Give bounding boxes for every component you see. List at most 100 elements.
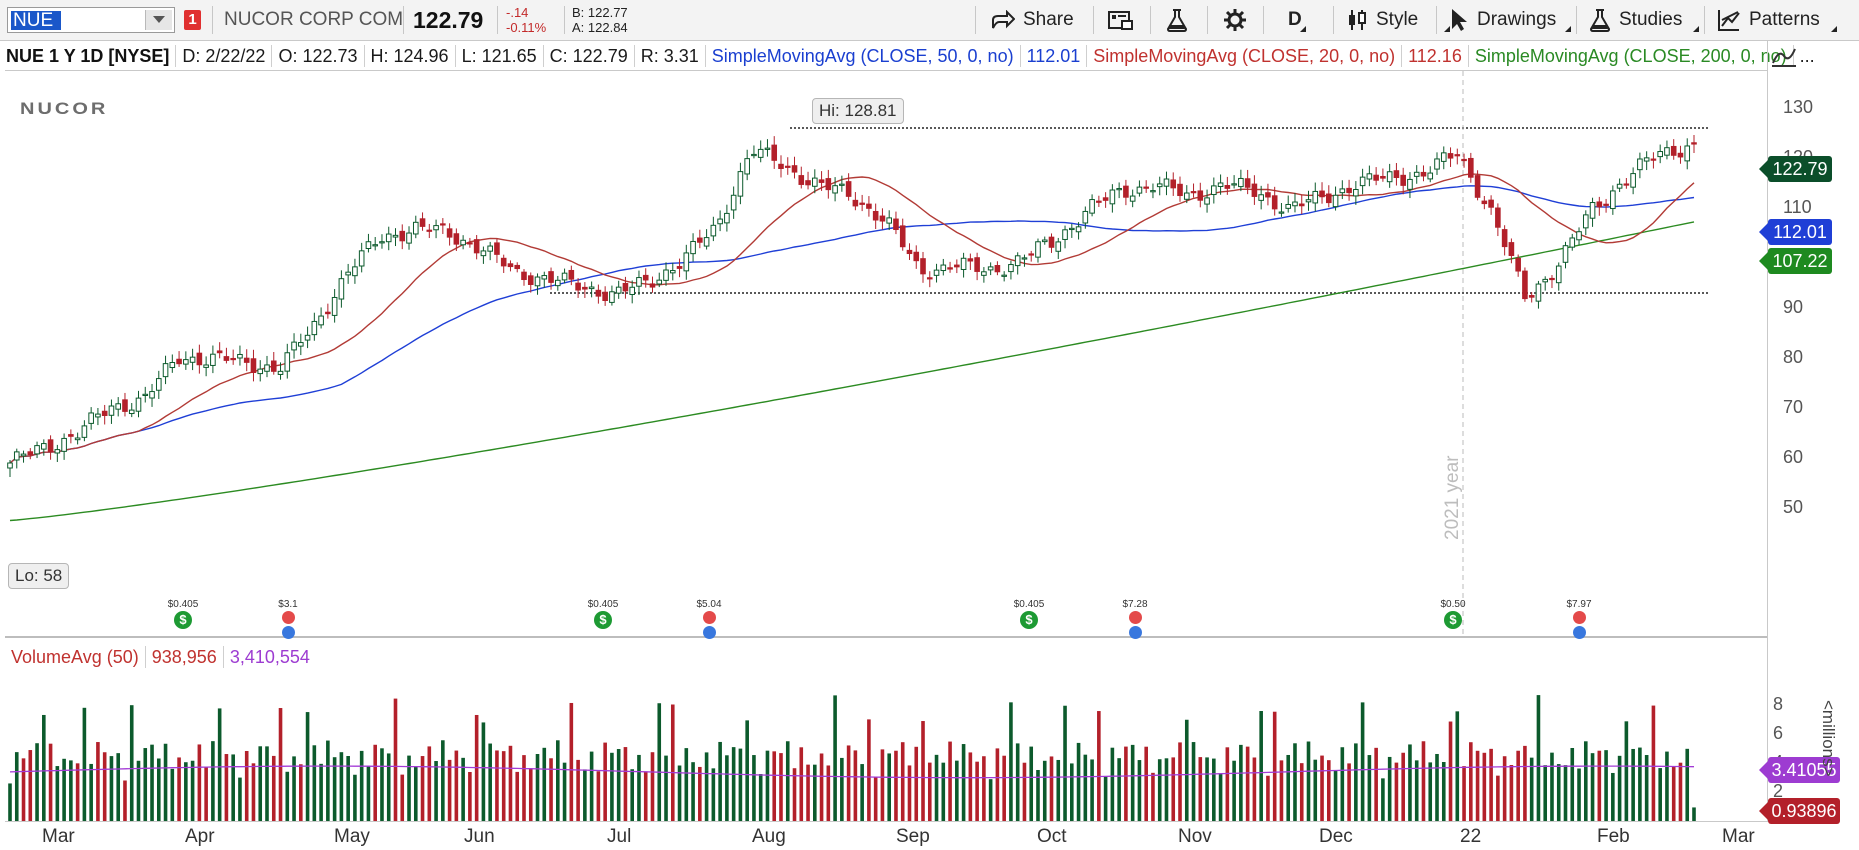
volume-bar [914, 746, 919, 821]
volume-bar [880, 749, 885, 821]
symbol-dropdown-button[interactable] [145, 10, 172, 30]
volume-header: VolumeAvg (50) 938,956 3,410,554 [5, 644, 316, 670]
candle-body [1670, 145, 1677, 156]
volume-bar [867, 719, 871, 821]
settings-button[interactable] [1217, 0, 1253, 40]
price-axis-label: 110 [1783, 197, 1812, 217]
candle-body [1461, 158, 1467, 162]
trade-flexgrid-button[interactable] [1102, 0, 1140, 40]
more-studies-button[interactable]: ... [1799, 45, 1815, 66]
volume-bar [413, 766, 418, 821]
earnings-marker[interactable]: $3.1 [258, 599, 318, 639]
candle-body [1407, 178, 1413, 190]
volume-bar [400, 774, 405, 821]
earnings-marker[interactable]: $7.28 [1105, 599, 1165, 639]
candle-body [1623, 183, 1630, 186]
time-axis-label: May [334, 826, 370, 847]
volume-bar [386, 753, 391, 821]
volume-bar [1083, 754, 1088, 821]
share-icon [992, 10, 1015, 29]
patterns-button[interactable]: Patterns [1711, 0, 1839, 40]
dividend-marker[interactable]: $0.50 $ [1423, 599, 1483, 629]
candle-body [473, 239, 480, 254]
dividend-marker[interactable]: $0.405 $ [999, 599, 1059, 629]
dividend-marker[interactable]: $0.405 $ [573, 599, 633, 629]
symbol-info[interactable]: NUE 1 Y 1D [NYSE] [0, 44, 177, 67]
volume-bar [1069, 763, 1074, 821]
event-amount: $0.405 [587, 599, 619, 610]
price-axis-label: 130 [1783, 97, 1814, 117]
earnings-marker[interactable]: $5.04 [679, 599, 739, 639]
candle-body [1657, 151, 1663, 158]
candle-body [1440, 152, 1447, 162]
volume-bar [1428, 762, 1433, 821]
sma20-study-label[interactable]: SimpleMovingAvg (CLOSE, 20, 0, no) [1087, 44, 1403, 67]
volume-chart[interactable] [0, 671, 1767, 821]
sma50-study-label[interactable]: SimpleMovingAvg (CLOSE, 50, 0, no) [706, 44, 1021, 67]
candle-body [1339, 188, 1346, 194]
candlestick-icon [1349, 10, 1366, 30]
share-button[interactable]: Share [985, 0, 1080, 40]
symbol-selector[interactable]: NUE [7, 7, 175, 33]
sma200-study-label[interactable]: SimpleMovingAvg (CLOSE, 200, 0, no) [1469, 44, 1794, 67]
earnings-icon [281, 611, 295, 639]
candle-body [1610, 190, 1616, 210]
candle-body [981, 271, 987, 276]
volume-bar [589, 751, 594, 821]
high-label: Hi: 128.81 [812, 98, 904, 124]
candle-body [1522, 270, 1528, 300]
drawings-label: Drawings [1477, 9, 1557, 30]
earnings-marker[interactable]: $7.97 [1549, 599, 1609, 639]
candle-body [203, 364, 209, 368]
volume-bar [1617, 755, 1622, 821]
volume-average-line [9, 765, 1695, 779]
candle-body [1183, 192, 1190, 200]
pane-divider[interactable] [5, 636, 1767, 638]
candle-body [1238, 177, 1244, 188]
style-button[interactable]: Style [1340, 0, 1452, 40]
volume-bar [1286, 754, 1291, 821]
flask-button[interactable] [1160, 0, 1194, 40]
volume-bar [1448, 721, 1453, 821]
volume-bar [170, 768, 175, 821]
candle-body [142, 393, 149, 396]
candle-body [399, 230, 406, 242]
volume-bar [1401, 752, 1405, 821]
volume-bar [1029, 746, 1034, 821]
candle-body [311, 320, 318, 336]
volume-bar [528, 768, 533, 821]
symbol-link-badge[interactable]: 1 [184, 10, 201, 30]
volume-value: 938,956 [146, 646, 224, 668]
dividend-marker[interactable]: $0.405 $ [153, 599, 213, 629]
candle-body [1109, 189, 1116, 205]
volume-bar [1482, 752, 1487, 821]
candle-body [1528, 295, 1535, 298]
volume-bar [8, 783, 12, 821]
dividend-icon: $ [174, 611, 192, 629]
sma50-study-value: 112.01 [1021, 44, 1088, 67]
volume-bar [1678, 762, 1683, 821]
price-chart[interactable] [0, 71, 1767, 637]
volume-bar [1056, 759, 1061, 821]
candle-body [818, 179, 825, 183]
drawings-button[interactable]: Drawings [1443, 0, 1573, 40]
candle-body [757, 148, 764, 158]
candle-body [358, 250, 365, 267]
volume-bar [312, 745, 317, 821]
sma200-tag-value: 107.22 [1772, 251, 1828, 271]
candle-body [243, 357, 250, 363]
volume-study-label[interactable]: VolumeAvg (50) [5, 646, 146, 668]
sma200-tag: 107.22 [1759, 248, 1832, 274]
drawing-tool-icon[interactable] [1770, 45, 1798, 69]
candle-body [1562, 245, 1569, 263]
candle-body [1143, 186, 1149, 189]
volume-bar [366, 765, 371, 821]
candle-body [1129, 195, 1136, 202]
studies-button[interactable]: Studies [1583, 0, 1701, 40]
symbol-input[interactable]: NUE [13, 10, 54, 31]
aggregation-button[interactable]: D [1282, 0, 1308, 40]
chevron-down-icon [153, 16, 165, 23]
candle-body [1021, 257, 1028, 260]
volume-bar [1523, 745, 1527, 821]
volume-bar [1063, 705, 1067, 821]
